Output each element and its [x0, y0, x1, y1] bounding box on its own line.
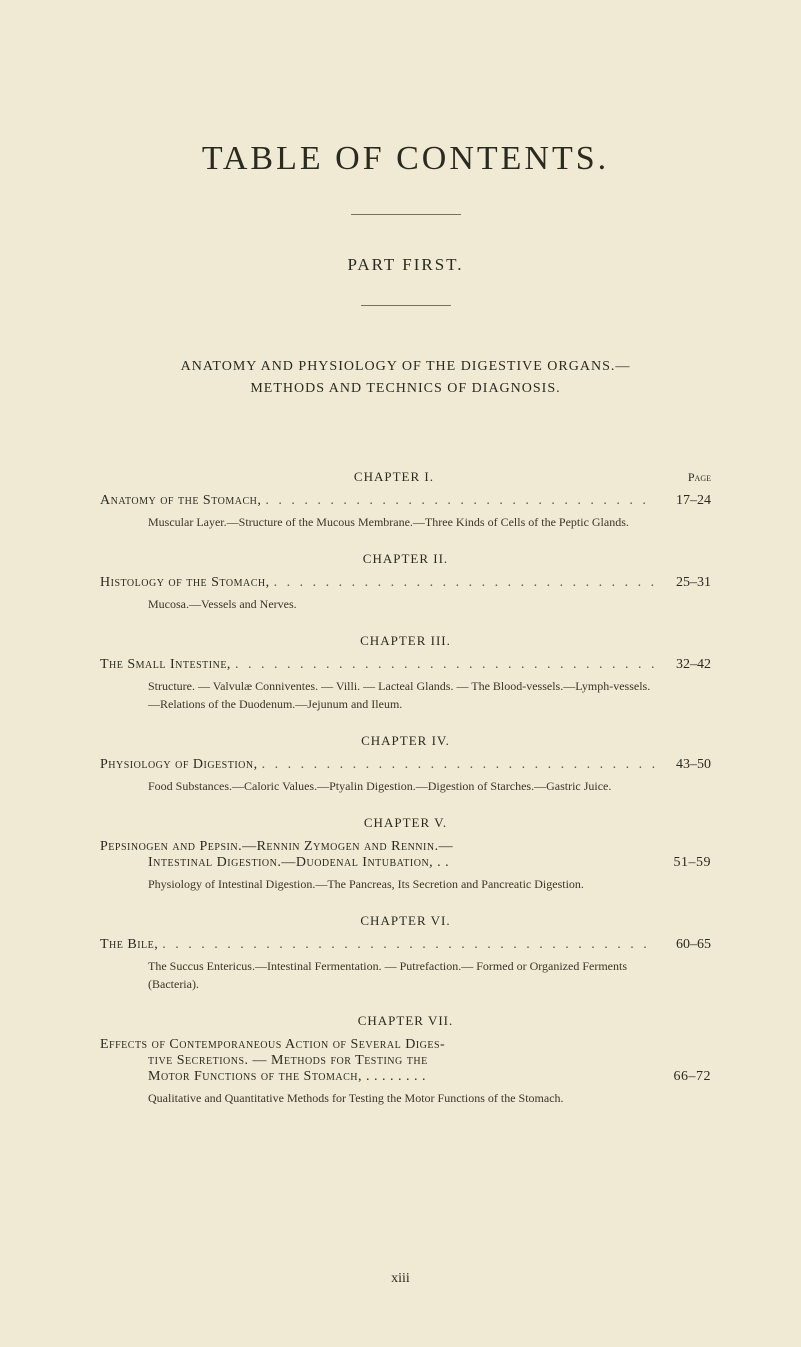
- leader-dots: . . . . . . . . . . . . . . . . . . . . …: [270, 575, 655, 591]
- toc-entry-pages: 25–31: [655, 575, 711, 591]
- chapter-label: CHAPTER VII.: [100, 1013, 711, 1029]
- section-heading-line: ANATOMY AND PHYSIOLOGY OF THE DIGESTIVE …: [181, 359, 631, 374]
- chapter-label: CHAPTER V.: [100, 815, 711, 831]
- toc-entry-title: The Small Intestine,: [100, 657, 231, 673]
- document-title: TABLE OF CONTENTS.: [100, 140, 711, 178]
- toc-entry-title-cont: Motor Functions of the Stomach, . . . . …: [148, 1069, 426, 1085]
- chapter-label: CHAPTER VI.: [100, 913, 711, 929]
- divider: [361, 305, 451, 306]
- chapter-label: CHAPTER IV.: [100, 733, 711, 749]
- toc-entry: CHAPTER III. The Small Intestine, . . . …: [100, 633, 711, 713]
- toc-entry-title: Histology of the Stomach,: [100, 575, 270, 591]
- section-heading: ANATOMY AND PHYSIOLOGY OF THE DIGESTIVE …: [120, 356, 691, 401]
- toc-entry-description: Qualitative and Quantitative Methods for…: [148, 1089, 651, 1107]
- toc-entry-pages: 43–50: [655, 757, 711, 773]
- leader-dots: . . . . . . . . . . . . . . . . . . . . …: [158, 937, 655, 953]
- toc-entry-pages: 51–59: [655, 855, 711, 871]
- page-column-header: Page: [688, 470, 711, 485]
- chapter-label: CHAPTER III.: [100, 633, 711, 649]
- toc-entry: CHAPTER VI. The Bile, . . . . . . . . . …: [100, 913, 711, 993]
- toc-entry: CHAPTER II. Histology of the Stomach, . …: [100, 551, 711, 613]
- toc-entry-description: The Succus Entericus.—Intestinal Ferment…: [148, 957, 651, 993]
- toc-entry-title: Effects of Contemporaneous Action of Sev…: [100, 1037, 445, 1053]
- leader-dots: . . . . . . . . . . . . . . . . . . . . …: [231, 657, 655, 673]
- toc-entry-title: Pepsinogen and Pepsin.—Rennin Zymogen an…: [100, 839, 453, 855]
- toc-entry-title-cont: tive Secretions. — Methods for Testing t…: [148, 1053, 428, 1069]
- toc-entry-description: Muscular Layer.—Structure of the Mucous …: [148, 513, 651, 531]
- page-number: xiii: [0, 1271, 801, 1287]
- toc-entry-title: The Bile,: [100, 937, 158, 953]
- toc-entry: CHAPTER I. Page Anatomy of the Stomach, …: [100, 449, 711, 531]
- toc-entry: CHAPTER IV. Physiology of Digestion, . .…: [100, 733, 711, 795]
- toc-entry-title: Physiology of Digestion,: [100, 757, 258, 773]
- toc-entry: CHAPTER VII. Effects of Contemporaneous …: [100, 1013, 711, 1107]
- chapter-label: CHAPTER I.: [100, 469, 688, 485]
- toc-entry-description: Mucosa.—Vessels and Nerves.: [148, 595, 651, 613]
- toc-entry-pages: 17–24: [655, 493, 711, 509]
- toc-entry: CHAPTER V. Pepsinogen and Pepsin.—Rennin…: [100, 815, 711, 893]
- document-page: TABLE OF CONTENTS. PART FIRST. ANATOMY A…: [0, 0, 801, 1347]
- part-label: PART FIRST.: [100, 255, 711, 275]
- leader-dots: . . . . . . . . . . . . . . . . . . . . …: [261, 493, 655, 509]
- toc-entry-description: Food Substances.—Caloric Values.—Ptyalin…: [148, 777, 651, 795]
- section-heading-line: METHODS AND TECHNICS OF DIAGNOSIS.: [250, 381, 560, 396]
- toc-entry-description: Structure. — Valvulæ Conniventes. — Vill…: [148, 677, 651, 713]
- toc-entry-title-cont: Intestinal Digestion.—Duodenal Intubatio…: [148, 855, 449, 871]
- chapter-label: CHAPTER II.: [100, 551, 711, 567]
- toc-entry-pages: 66–72: [655, 1069, 711, 1085]
- leader-dots: . . . . . . . . . . . . . . . . . . . . …: [258, 757, 655, 773]
- divider: [351, 214, 461, 215]
- toc-entry-description: Physiology of Intestinal Digestion.—The …: [148, 875, 651, 893]
- toc-entry-pages: 60–65: [655, 937, 711, 953]
- toc-entry-title: Anatomy of the Stomach,: [100, 493, 261, 509]
- toc-entry-pages: 32–42: [655, 657, 711, 673]
